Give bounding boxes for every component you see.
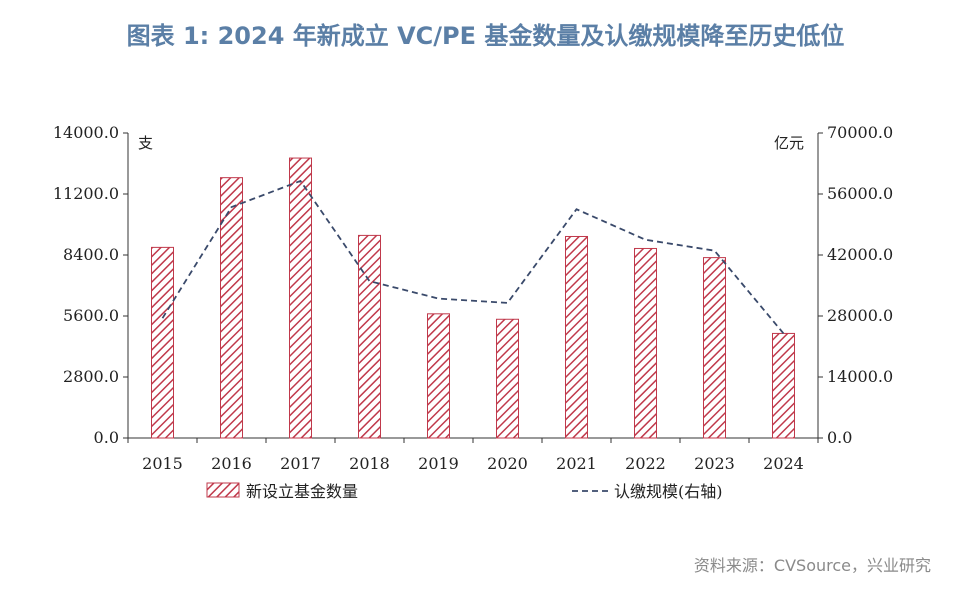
right-axis-tick-label: 42000.0 [827,245,893,264]
left-axis-tick-label: 5600.0 [63,306,119,325]
x-axis-tick-label: 2021 [556,454,597,473]
legend-line-label: 认缴规模(右轴) [614,482,723,501]
line-series [161,179,785,335]
x-axis-tick-label: 2022 [625,454,666,473]
bar [703,257,726,439]
right-axis-tick-label: 70000.0 [827,123,893,142]
left-axis-tick-label: 14000.0 [53,123,119,142]
x-axis-tick-label: 2020 [487,454,528,473]
source-note: 资料来源：CVSource，兴业研究 [693,556,931,575]
x-axis-tick-label: 2018 [349,454,390,473]
right-axis-tick-label: 56000.0 [827,184,893,203]
x-axis-tick-label: 2015 [142,454,183,473]
right-axis-tick-label: 28000.0 [827,306,893,325]
x-axis-tick-label: 2016 [211,454,252,473]
x-axis-tick-label: 2017 [280,454,321,473]
left-axis-unit: 支 [138,134,153,152]
chart-title: 图表 1: 2024 年新成立 VC/PE 基金数量及认缴规模降至历史低位 [126,22,845,50]
x-axis-tick-label: 2019 [418,454,459,473]
right-axis-unit: 亿元 [774,134,804,152]
bar [634,247,657,439]
bars-series [151,157,795,439]
line-series-path [161,179,785,335]
left-axis-tick-label: 2800.0 [63,367,119,386]
legend-bar-label: 新设立基金数量 [246,482,358,501]
bar [496,318,519,439]
x-axis-tick-label: 2024 [763,454,804,473]
x-axis-tick-label: 2023 [694,454,735,473]
legend-bar-swatch [206,482,240,498]
right-axis-tick-label: 0.0 [827,428,852,447]
right-axis-tick-label: 14000.0 [827,367,893,386]
bar [772,332,795,439]
axis-labels: 0.0 2800.0 5600.0 8400.0 11200.0 14000.0 0.0 14… [53,123,893,473]
left-axis-tick-label: 11200.0 [53,184,119,203]
bar [427,313,450,439]
left-axis-tick-label: 8400.0 [63,245,119,264]
bar [220,177,243,439]
bar [151,246,174,439]
bar [358,234,381,439]
bar [289,157,312,439]
bar [565,235,588,439]
left-axis-tick-label: 0.0 [94,428,119,447]
legend: 新设立基金数量 认缴规模(右轴) [206,482,723,501]
